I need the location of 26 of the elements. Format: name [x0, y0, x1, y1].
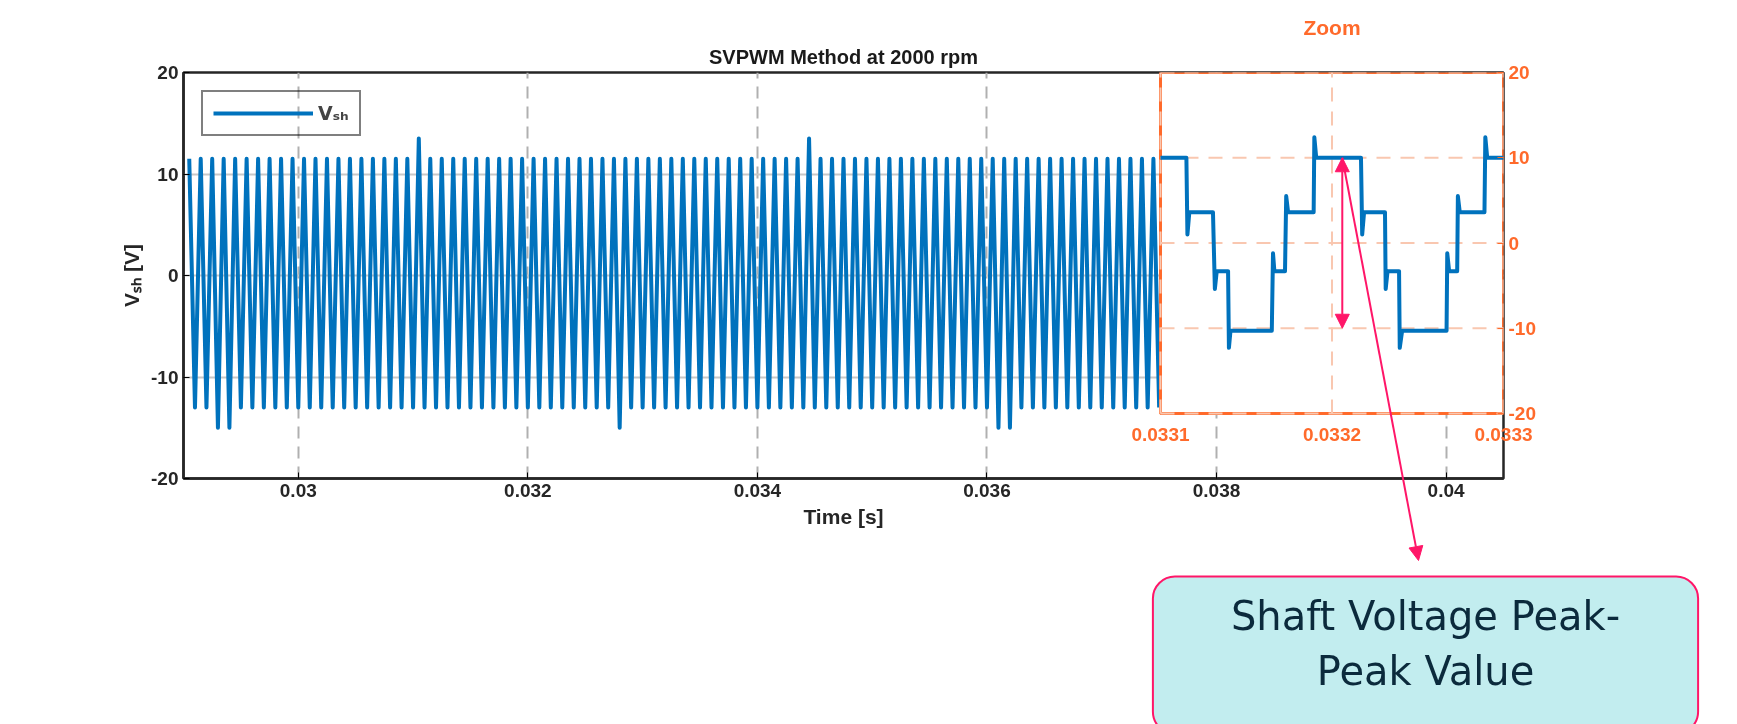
y-tick-label: 10	[1508, 147, 1530, 169]
y-tick-label: 20	[157, 62, 179, 83]
x-tick-label: 0.034	[733, 479, 782, 501]
chart-title: Zoom	[1303, 15, 1361, 39]
y-axis-title: Vₛₕ [V]	[120, 244, 144, 307]
y-tick-label: 10	[157, 163, 179, 185]
y-tick-label: 20	[1508, 62, 1530, 83]
line-series	[1158, 135, 1504, 350]
y-tick-label: -10	[1508, 317, 1536, 339]
line-series	[187, 136, 1162, 430]
x-tick-label: 0.032	[504, 479, 552, 501]
x-tick-label: 0.038	[1192, 479, 1241, 501]
x-tick-label: 0.036	[963, 479, 1011, 501]
x-tick-label: 0.03	[279, 479, 317, 501]
annotation: Shaft Voltage Peak-Peak Value	[1230, 592, 1621, 694]
x-tick-label: 0.0332	[1302, 423, 1362, 445]
y-tick-label: -20	[1508, 403, 1536, 424]
y-tick-label: 0	[1508, 232, 1520, 254]
x-tick-label: 0.0331	[1131, 423, 1190, 445]
x-tick-label: 0.04	[1427, 479, 1466, 501]
x-axis-title: Time [s]	[803, 504, 884, 528]
series-label: Vₛₕ	[318, 102, 349, 124]
y-tick-label: -20	[151, 468, 179, 489]
chart-title: SVPWM Method at 2000 rpm	[709, 45, 978, 68]
y-tick-label: -10	[151, 366, 179, 388]
y-tick-label: 0	[167, 265, 179, 286]
